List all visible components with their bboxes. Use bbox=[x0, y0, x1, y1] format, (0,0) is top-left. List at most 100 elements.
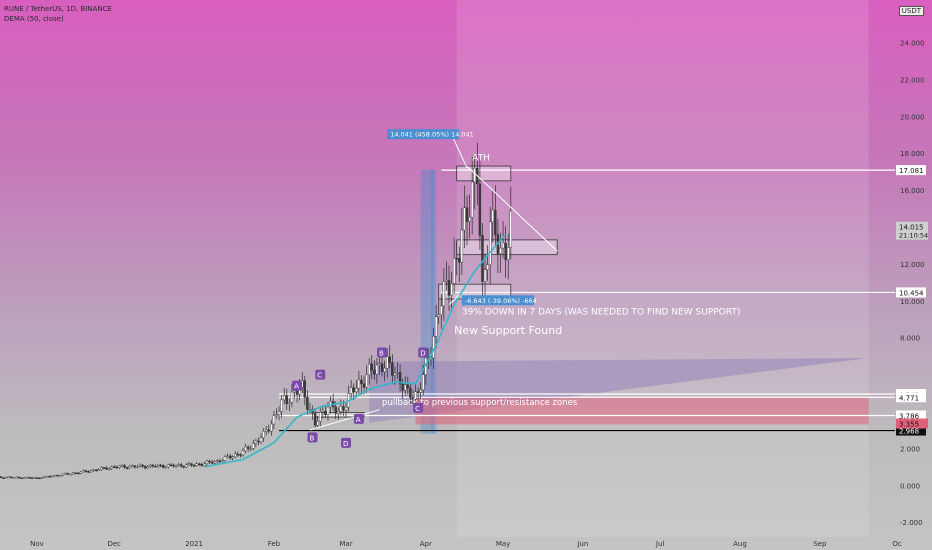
candle bbox=[89, 470, 93, 473]
x-tick-label: Jul bbox=[655, 540, 665, 548]
candle bbox=[146, 466, 149, 469]
y-tick-label: 10.000 bbox=[900, 298, 925, 306]
level-tag bbox=[896, 165, 926, 176]
level-tag bbox=[896, 425, 926, 436]
candle bbox=[133, 465, 137, 468]
range-bottom-box bbox=[461, 295, 534, 306]
candle bbox=[84, 470, 88, 472]
drop-annotation: 39% DOWN IN 7 DAYS (WAS NEEDED TO FIND N… bbox=[462, 308, 741, 318]
candle bbox=[293, 390, 296, 393]
candle bbox=[138, 464, 142, 467]
y-tick-label: -2.000 bbox=[900, 519, 923, 527]
x-tick-label: Sep bbox=[813, 540, 827, 548]
zone-box bbox=[456, 165, 512, 182]
candle bbox=[102, 467, 106, 469]
candle bbox=[486, 264, 489, 270]
candle bbox=[87, 471, 90, 473]
candle bbox=[136, 466, 139, 468]
x-tick-label: Mar bbox=[339, 540, 352, 548]
candle bbox=[416, 391, 420, 393]
candle bbox=[455, 257, 458, 260]
candle bbox=[226, 455, 229, 458]
price-tag-sublabel: 21:10:54 bbox=[899, 232, 928, 240]
candle bbox=[254, 440, 258, 444]
candle bbox=[290, 391, 294, 403]
candle bbox=[0, 476, 3, 478]
currency-badge[interactable]: USDT bbox=[898, 6, 924, 16]
wave-marker-label: B bbox=[379, 349, 384, 357]
wave-marker-label: D bbox=[420, 349, 425, 357]
candle bbox=[156, 464, 160, 467]
wave-marker-label: B bbox=[310, 434, 315, 442]
x-tick-label: Jun bbox=[576, 540, 588, 548]
wave-marker bbox=[341, 437, 351, 448]
candle bbox=[463, 207, 466, 231]
candle bbox=[509, 210, 512, 248]
candle bbox=[10, 476, 13, 479]
candle bbox=[249, 448, 252, 450]
candle bbox=[239, 454, 242, 456]
candle bbox=[393, 372, 397, 376]
candle bbox=[373, 370, 376, 375]
candle bbox=[58, 475, 62, 477]
indicator-label: DEMA (50, close) bbox=[4, 15, 64, 23]
candle bbox=[221, 460, 224, 463]
x-tick-label: May bbox=[496, 540, 510, 548]
range-top-label: 14.041 (458.05%) 14.041 bbox=[390, 131, 474, 139]
candle bbox=[437, 314, 440, 318]
candle bbox=[267, 429, 270, 432]
y-tick-label: 18.000 bbox=[900, 150, 925, 158]
candle bbox=[406, 384, 409, 389]
candle bbox=[277, 411, 281, 415]
level-tag-label: 2.968 bbox=[899, 428, 919, 436]
candle bbox=[398, 372, 402, 385]
wave-marker bbox=[353, 413, 364, 424]
x-tick-label: Feb bbox=[268, 540, 281, 548]
candle bbox=[123, 465, 126, 468]
level-tag bbox=[896, 410, 926, 421]
candle bbox=[342, 406, 345, 411]
candle bbox=[288, 402, 291, 404]
y-tick-label: 20.000 bbox=[900, 113, 925, 121]
candle bbox=[504, 242, 507, 260]
candle bbox=[38, 477, 41, 480]
candle bbox=[7, 476, 10, 479]
candle bbox=[262, 431, 265, 438]
candle bbox=[391, 362, 394, 376]
candle bbox=[306, 397, 309, 410]
candle bbox=[182, 466, 185, 468]
level-tag-label: 17.081 bbox=[899, 167, 924, 175]
candle bbox=[172, 464, 175, 467]
candle bbox=[339, 406, 343, 412]
candle bbox=[319, 412, 322, 422]
level-tag-label: 10.454 bbox=[899, 289, 924, 297]
candle bbox=[450, 283, 453, 296]
wave-marker-label: A bbox=[294, 383, 299, 391]
candle bbox=[442, 281, 446, 307]
candle bbox=[107, 468, 111, 470]
candle bbox=[56, 475, 59, 477]
pullback-annotation: pullback to previous support/resistance … bbox=[382, 398, 578, 408]
candle bbox=[118, 465, 121, 468]
candle bbox=[53, 475, 57, 477]
candle bbox=[458, 258, 461, 263]
price-tag-label: 14.015 bbox=[899, 224, 924, 232]
x-tick-label: Aug bbox=[733, 540, 747, 548]
candle bbox=[228, 455, 232, 459]
candle bbox=[30, 477, 34, 479]
candle bbox=[141, 464, 144, 467]
candle bbox=[401, 383, 404, 391]
candle bbox=[499, 247, 502, 254]
candle bbox=[131, 465, 134, 468]
candle bbox=[283, 395, 286, 401]
y-tick-label: 0.000 bbox=[900, 482, 920, 490]
candle bbox=[164, 466, 167, 469]
level-tag bbox=[896, 392, 926, 403]
support-zone bbox=[415, 397, 869, 425]
candle bbox=[362, 383, 366, 388]
candle bbox=[380, 363, 384, 372]
candle bbox=[35, 477, 39, 479]
candle bbox=[259, 437, 263, 443]
candle bbox=[74, 472, 77, 475]
